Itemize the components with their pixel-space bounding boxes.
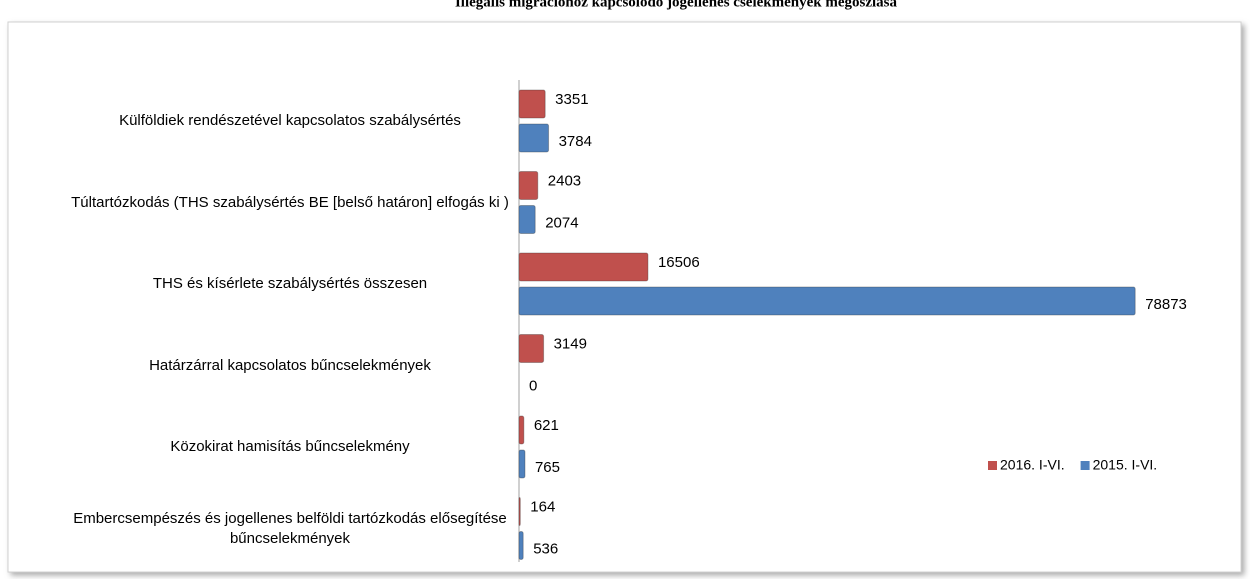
- data-label: 2403: [548, 172, 581, 189]
- data-label: 765: [535, 459, 560, 476]
- data-label: 3351: [555, 91, 588, 108]
- data-label: 164: [530, 498, 555, 515]
- category-label: Külföldiek rendészetével kapcsolatos sza…: [119, 112, 461, 129]
- data-label: 16506: [658, 254, 700, 271]
- legend-label: 2016. I-VI.: [1000, 457, 1065, 473]
- data-label: 3784: [559, 133, 592, 150]
- data-label: 621: [534, 417, 559, 434]
- bar: [518, 334, 545, 363]
- bar: [518, 252, 649, 282]
- legend-swatch: [988, 461, 997, 470]
- data-label: 536: [533, 540, 558, 557]
- data-label: 0: [529, 377, 537, 394]
- chart-title: Illegális migrációhoz kapcsolódó jogelle…: [455, 0, 898, 10]
- legend-swatch: [1080, 461, 1090, 470]
- data-label: 78873: [1145, 296, 1187, 313]
- bar: [518, 531, 524, 560]
- bar: [518, 171, 539, 200]
- legend-label: 2015. I-VI.: [1093, 457, 1158, 473]
- category-label: Embercsempészés és jogellenes belföldi t…: [73, 509, 507, 547]
- bar: [518, 123, 550, 153]
- bar: [518, 286, 1136, 316]
- data-label: 2074: [545, 214, 578, 231]
- bar: [518, 449, 526, 479]
- category-label: Túltartózkodás (THS szabálysértés BE [be…: [71, 193, 509, 211]
- data-label: 3149: [554, 335, 587, 352]
- bar: [518, 89, 546, 119]
- bar: [518, 415, 525, 445]
- category-label: THS és kísérlete szabálysértés összesen: [152, 275, 428, 292]
- bar: [518, 497, 521, 526]
- category-label: Határzárral kapcsolatos bűncselekmények: [149, 356, 431, 374]
- category-label: Közokirat hamisítás bűncselekmény: [170, 438, 410, 455]
- bar: [518, 205, 536, 234]
